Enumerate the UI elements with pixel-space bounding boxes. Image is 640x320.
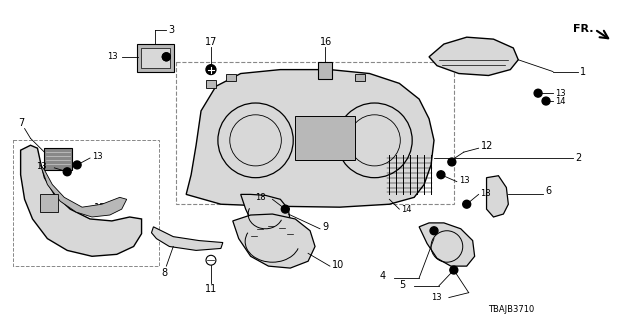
Text: 17: 17: [205, 37, 218, 47]
Circle shape: [163, 53, 170, 61]
Circle shape: [206, 65, 216, 75]
Polygon shape: [241, 194, 291, 234]
Text: 9: 9: [322, 222, 328, 232]
Text: TBAJB3710: TBAJB3710: [488, 305, 535, 314]
Text: 4: 4: [380, 271, 386, 281]
Text: 6: 6: [545, 187, 551, 196]
Text: 12: 12: [481, 141, 493, 151]
Circle shape: [463, 200, 470, 208]
Circle shape: [63, 168, 71, 176]
Text: 1: 1: [580, 67, 586, 76]
Bar: [295, 116, 355, 160]
Text: 8: 8: [161, 268, 168, 278]
Text: 7: 7: [19, 118, 25, 128]
Circle shape: [437, 171, 445, 179]
Circle shape: [450, 266, 458, 274]
Bar: [176, 62, 454, 204]
Circle shape: [282, 205, 289, 213]
Circle shape: [163, 53, 170, 61]
Polygon shape: [40, 165, 127, 217]
Text: 13: 13: [92, 152, 102, 161]
Bar: [136, 44, 174, 72]
Bar: [318, 62, 332, 79]
Polygon shape: [20, 145, 141, 256]
Polygon shape: [186, 69, 434, 207]
Circle shape: [542, 97, 550, 105]
Text: 10: 10: [332, 260, 344, 270]
Polygon shape: [233, 214, 315, 268]
Bar: [44, 148, 72, 170]
Text: 18: 18: [255, 193, 266, 202]
Text: 3: 3: [168, 25, 175, 35]
Text: 15: 15: [94, 203, 106, 213]
Text: 5: 5: [399, 280, 406, 290]
Text: 11: 11: [205, 284, 217, 294]
Text: 13: 13: [555, 89, 566, 98]
Bar: [141, 48, 170, 68]
Bar: [206, 80, 216, 88]
Bar: [13, 140, 159, 266]
Circle shape: [430, 227, 438, 235]
Text: 16: 16: [320, 37, 332, 47]
Polygon shape: [486, 176, 508, 217]
Text: 13: 13: [107, 52, 118, 61]
Bar: [226, 74, 236, 81]
Polygon shape: [419, 223, 475, 266]
Text: FR.: FR.: [573, 24, 593, 34]
Circle shape: [448, 158, 456, 166]
Circle shape: [534, 89, 542, 97]
Circle shape: [73, 161, 81, 169]
Text: 13: 13: [431, 293, 442, 302]
Text: 14: 14: [401, 204, 412, 214]
Text: 18: 18: [481, 189, 492, 198]
Bar: [40, 194, 58, 212]
Text: 2: 2: [575, 153, 581, 163]
Text: 13: 13: [459, 176, 469, 185]
Text: 14: 14: [555, 97, 566, 106]
Bar: [355, 74, 365, 81]
Polygon shape: [429, 37, 518, 76]
Polygon shape: [152, 227, 223, 251]
Text: 13: 13: [36, 162, 47, 172]
